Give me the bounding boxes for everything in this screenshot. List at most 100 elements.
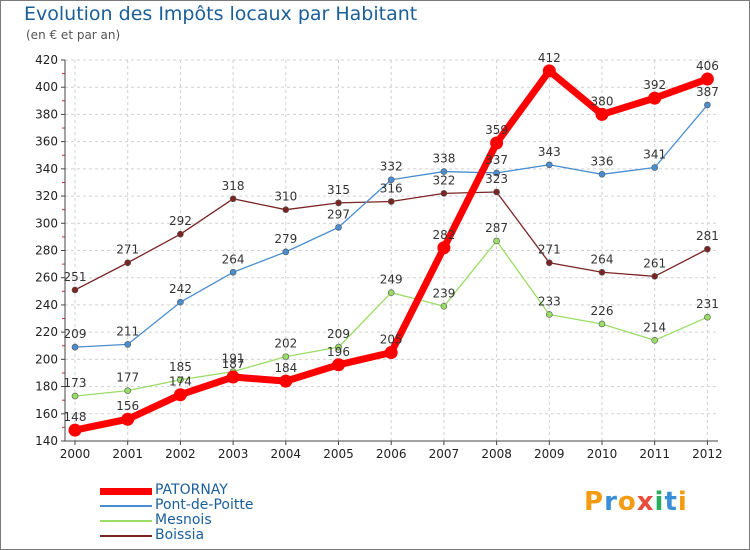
data-point	[598, 320, 606, 328]
y-tick-label: 380	[35, 107, 58, 121]
data-point	[121, 412, 135, 426]
data-label: 264	[222, 252, 245, 266]
y-tick-label: 420	[35, 53, 58, 67]
y-tick-label: 240	[35, 298, 58, 312]
data-point	[598, 171, 606, 178]
data-label: 242	[169, 282, 192, 296]
x-tick-label: 2007	[429, 447, 460, 461]
y-tick-label: 220	[35, 325, 58, 339]
data-label: 341	[643, 147, 666, 161]
data-point	[335, 199, 342, 207]
logo-letter: i	[654, 487, 665, 517]
x-tick-label: 2010	[587, 447, 618, 461]
legend-label: PATORNAY	[155, 482, 228, 498]
data-point	[704, 245, 711, 253]
data-point	[493, 237, 500, 245]
data-label: 287	[485, 221, 508, 235]
data-label: 323	[485, 172, 508, 186]
data-point	[124, 259, 131, 267]
data-point	[598, 268, 606, 276]
data-point	[229, 195, 237, 203]
data-label: 174	[169, 375, 192, 389]
legend-label: Mesnois	[155, 512, 212, 528]
data-point	[493, 188, 500, 196]
logo-letter: i	[677, 487, 688, 517]
data-label: 279	[274, 232, 297, 246]
data-point	[440, 168, 448, 175]
data-point	[124, 341, 131, 348]
data-point	[384, 346, 398, 360]
logo-letter: o	[617, 487, 637, 517]
data-label: 226	[591, 304, 614, 318]
data-label: 156	[116, 399, 139, 413]
logo-letter: t	[664, 487, 678, 517]
data-point	[124, 387, 131, 394]
y-tick-label: 200	[35, 352, 58, 366]
data-point	[437, 241, 451, 255]
data-point	[282, 206, 290, 213]
data-label: 251	[64, 270, 87, 284]
data-point	[335, 224, 342, 231]
data-label: 231	[696, 297, 719, 311]
data-point	[177, 298, 184, 306]
y-tick-label: 260	[35, 271, 58, 285]
data-label: 292	[169, 214, 192, 228]
y-tick-label: 360	[35, 135, 58, 149]
data-label: 337	[485, 153, 508, 167]
data-point	[651, 164, 659, 171]
logo-letter: x	[636, 487, 655, 517]
x-tick-label: 2005	[323, 447, 354, 461]
chart-title: Evolution des Impôts locaux par Habitant	[24, 3, 418, 25]
data-label: 239	[432, 286, 455, 300]
logo-letter: P	[584, 487, 605, 517]
y-tick-label: 160	[35, 407, 58, 421]
data-label: 271	[538, 243, 561, 257]
data-label: 412	[538, 51, 561, 65]
data-point	[700, 72, 714, 86]
legend-swatch	[100, 535, 152, 537]
data-label: 185	[169, 360, 192, 374]
legend-label: Pont-de-Poitte	[155, 497, 254, 513]
chart-subtitle: (en € et par an)	[26, 28, 121, 42]
y-tick-label: 180	[35, 380, 58, 394]
data-point	[229, 268, 237, 276]
data-label: 214	[643, 320, 666, 334]
x-tick-label: 2003	[218, 447, 249, 461]
data-label: 310	[274, 190, 297, 204]
proxiti-logo: Proxiti	[584, 487, 688, 517]
data-point	[279, 374, 293, 388]
data-label: 359	[485, 123, 508, 137]
data-label: 202	[274, 337, 297, 351]
data-label: 173	[64, 376, 87, 390]
data-label: 177	[116, 371, 139, 385]
logo-letter: r	[604, 487, 618, 517]
legend-swatch	[100, 520, 152, 522]
data-label: 387	[696, 85, 719, 99]
data-label: 318	[222, 179, 245, 193]
data-point	[177, 376, 184, 384]
y-tick-label: 280	[35, 244, 58, 258]
data-point	[173, 388, 187, 402]
data-point	[71, 343, 79, 351]
data-label: 281	[696, 229, 719, 243]
data-point	[440, 190, 448, 197]
y-tick-label: 340	[35, 162, 58, 176]
data-label: 316	[380, 182, 403, 196]
data-point	[493, 169, 500, 177]
data-label: 187	[222, 357, 245, 371]
data-point	[440, 302, 448, 310]
data-point	[177, 230, 184, 238]
x-tick-label: 2012	[692, 447, 723, 461]
data-label: 184	[274, 361, 297, 375]
x-tick-label: 2002	[165, 447, 196, 461]
y-tick-label: 400	[35, 80, 58, 94]
data-label: 205	[380, 333, 403, 347]
data-point	[71, 392, 79, 400]
data-label: 196	[327, 345, 350, 359]
data-label: 211	[116, 324, 139, 338]
x-tick-label: 2000	[60, 447, 91, 461]
data-point	[704, 101, 711, 109]
x-tick-label: 2009	[534, 447, 565, 461]
data-point	[545, 311, 553, 318]
